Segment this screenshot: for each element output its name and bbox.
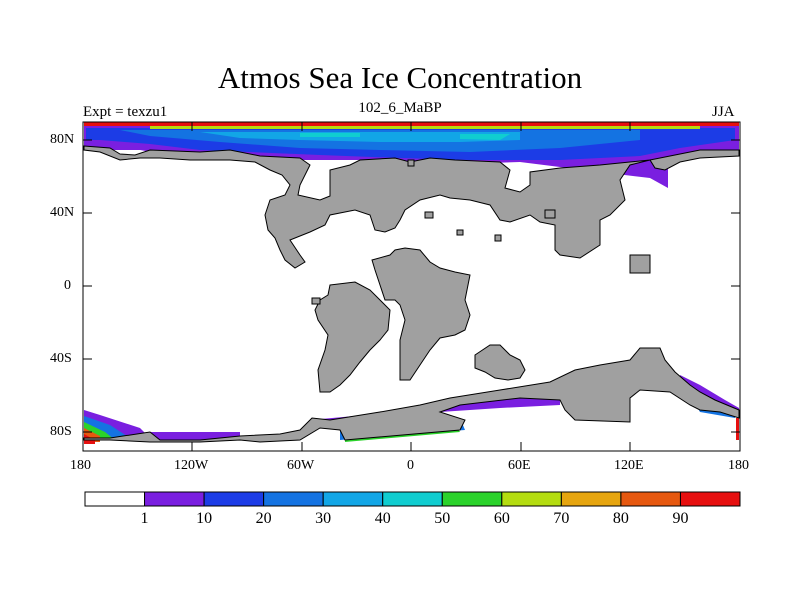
map-title: Atmos Sea Ice Concentration (217, 60, 583, 95)
colorbar-swatch (84, 491, 146, 507)
colorbar-label: 70 (553, 510, 570, 527)
colorbar (84, 491, 741, 507)
time-label: 102_6_MaBP (358, 100, 442, 116)
x-tick-label: 180 (728, 458, 749, 473)
x-tick-label: 120E (614, 458, 644, 473)
equatorial-continent-east (371, 247, 471, 381)
y-tick-label: 80N (50, 132, 75, 147)
x-tick-label: 60W (287, 458, 315, 473)
colorbar-swatch (203, 491, 265, 507)
small-islands (311, 159, 651, 305)
colorbar-swatch (144, 491, 205, 507)
colorbar-swatch (501, 491, 562, 507)
colorbar-swatch (679, 491, 741, 507)
colorbar-swatch (441, 491, 503, 507)
colorbar-label: 30 (315, 510, 332, 527)
colorbar-label: 1 (140, 510, 149, 527)
y-tick-label: 80S (50, 424, 72, 439)
colorbar-swatch (620, 491, 681, 507)
colorbar-label: 10 (196, 510, 213, 527)
y-ticks (83, 139, 740, 433)
season-label: JJA (712, 104, 735, 120)
northern-continent (83, 145, 740, 269)
equatorial-continent-west (314, 281, 391, 393)
colorbar-swatch (560, 491, 622, 507)
y-tick-label: 40N (50, 205, 75, 220)
colorbar-swatch (382, 491, 443, 507)
x-tick-label: 180 (70, 458, 91, 473)
x-tick-label: 120W (174, 458, 209, 473)
colorbar-label: 20 (255, 510, 272, 527)
y-tick-label: 40S (50, 351, 72, 366)
x-tick-label: 0 (407, 458, 414, 473)
colorbar-swatch (263, 491, 324, 507)
colorbar-label: 40 (374, 510, 391, 527)
colorbar-label: 60 (493, 510, 510, 527)
colorbar-label: 90 (672, 510, 689, 527)
experiment-label: Expt = texzu1 (83, 104, 168, 120)
y-tick-label: 0 (64, 278, 71, 293)
southern-island (474, 344, 526, 381)
antarctic-continent (83, 347, 740, 443)
colorbar-label: 50 (434, 510, 451, 527)
x-ticks (82, 122, 741, 451)
x-tick-label: 60E (508, 458, 531, 473)
colorbar-swatch (322, 491, 384, 507)
colorbar-label: 80 (612, 510, 629, 527)
land-masses (83, 145, 740, 443)
